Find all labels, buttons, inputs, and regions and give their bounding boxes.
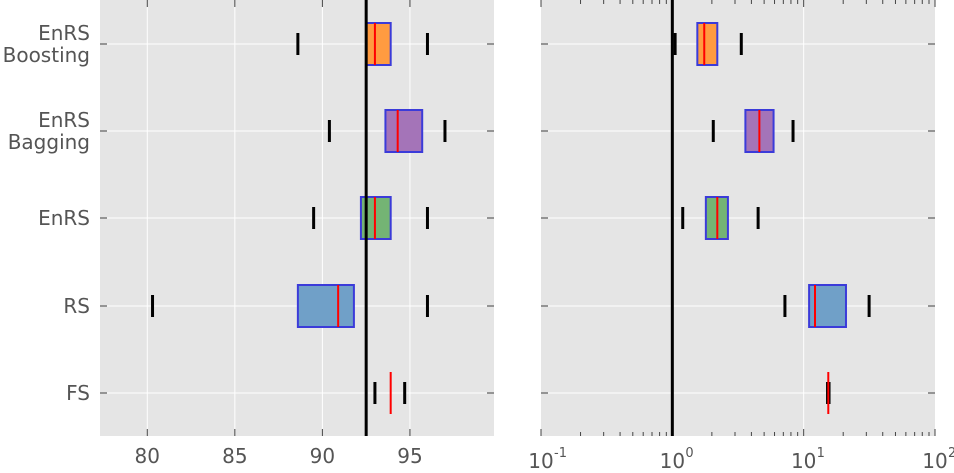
box-enrs-boosting xyxy=(673,22,743,66)
left-panel-accuracy: 80 85 90 95 xyxy=(100,0,494,468)
box-fs xyxy=(373,372,407,414)
x-tick-label: 10 xyxy=(791,449,816,473)
iqr-box xyxy=(384,109,424,153)
category-label-rs: RS xyxy=(63,294,90,318)
box-enrs-bagging xyxy=(711,109,795,153)
x-tick-label: 90 xyxy=(310,444,335,468)
category-label-enrs-boosting: Boosting xyxy=(3,43,90,67)
x-tick-label: 80 xyxy=(135,444,160,468)
iqr-box xyxy=(365,22,392,66)
iqr-box xyxy=(296,284,355,328)
x-tick-exponent: 2 xyxy=(948,446,954,461)
box-rs xyxy=(151,284,429,328)
iqr-box xyxy=(696,22,719,66)
x-tick-label: 85 xyxy=(222,444,247,468)
x-tick-exponent: 1 xyxy=(817,446,825,461)
category-label-enrs-bagging: Bagging xyxy=(8,130,90,154)
x-tick-exponent: -1 xyxy=(554,446,567,461)
box-rs xyxy=(783,284,871,328)
box-enrs xyxy=(681,196,760,240)
category-label-enrs: EnRS xyxy=(38,206,90,230)
x-tick-label: 10 xyxy=(528,449,553,473)
category-label-enrs-bagging: EnRS xyxy=(38,108,90,132)
box-enrs-boosting xyxy=(296,22,429,66)
x-tick-label: 95 xyxy=(397,444,422,468)
box-fs xyxy=(826,372,831,414)
category-label-enrs-boosting: EnRS xyxy=(38,21,90,45)
x-tick-label: 10 xyxy=(660,449,685,473)
right-panel-log-scale: 10 -1 10 0 10 1 10 2 xyxy=(528,0,954,473)
box-enrs-bagging xyxy=(327,109,447,153)
category-label-fs: FS xyxy=(66,381,90,405)
x-tick-label: 10 xyxy=(922,449,947,473)
x-tick-exponent: 0 xyxy=(685,446,693,461)
